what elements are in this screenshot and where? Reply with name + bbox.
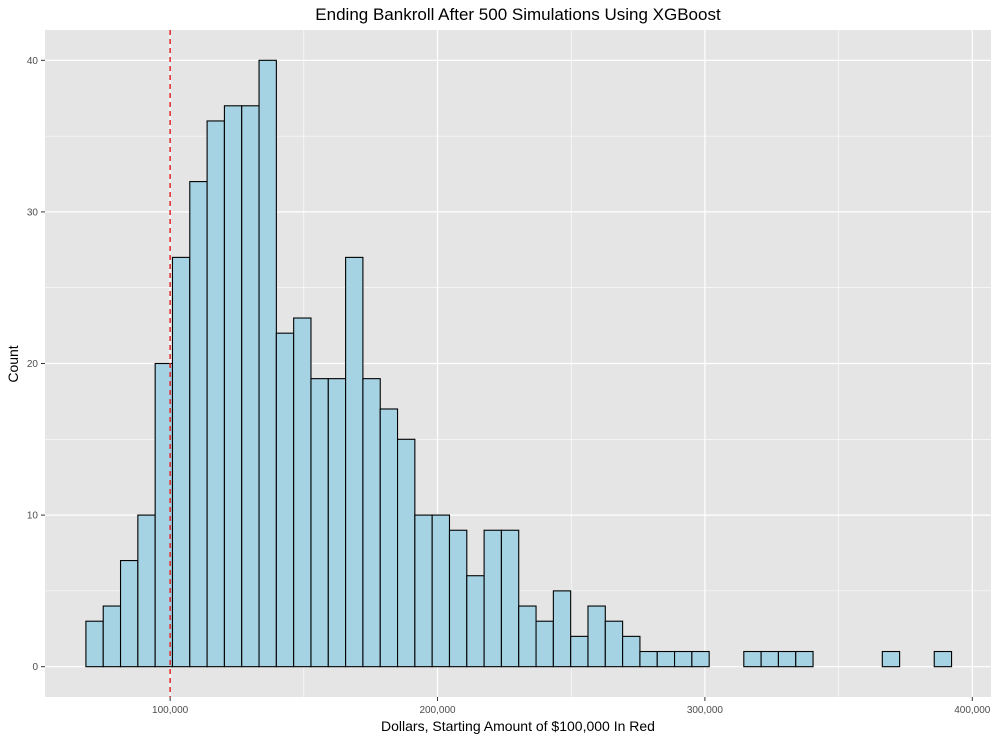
y-tick-label: 20 <box>27 359 39 370</box>
histogram-bar <box>171 256 191 668</box>
y-tick-label: 30 <box>27 207 39 218</box>
y-tick-label: 40 <box>27 56 39 67</box>
x-tick-label: 100,000 <box>152 705 189 716</box>
x-tick-label: 400,000 <box>954 705 991 716</box>
histogram-bar <box>310 378 329 668</box>
histogram-bar <box>275 332 295 668</box>
histogram-bar <box>258 59 277 668</box>
histogram-bar <box>483 529 502 668</box>
histogram-bar <box>137 514 156 668</box>
histogram-bar <box>570 635 589 668</box>
histogram-bar <box>552 590 572 668</box>
histogram-bar <box>587 605 606 668</box>
x-axis-ticks: 100,000 200,000 300,000 400,000 <box>152 697 991 716</box>
y-axis-ticks: 0 10 20 30 40 <box>27 56 45 673</box>
histogram-bar <box>85 620 104 668</box>
histogram-bar <box>933 650 953 668</box>
histogram-bar <box>327 378 347 668</box>
histogram-bar <box>500 529 520 668</box>
histogram-bar <box>604 620 624 668</box>
histogram-bar <box>881 650 901 668</box>
histogram-bar <box>674 650 693 668</box>
histogram-bar <box>760 650 779 668</box>
histogram-bar <box>223 105 243 668</box>
histogram-bar <box>535 620 554 668</box>
histogram-bar <box>379 408 399 668</box>
histogram-bar <box>795 650 814 668</box>
histogram-bar <box>691 650 710 668</box>
histogram-bar <box>396 438 416 668</box>
y-tick-label: 10 <box>27 511 39 522</box>
y-axis-title: Count <box>5 345 21 382</box>
x-tick-label: 300,000 <box>687 705 724 716</box>
histogram-bar <box>189 181 208 668</box>
histogram-bars <box>85 59 953 668</box>
histogram-bar <box>656 650 676 668</box>
histogram-bar <box>518 605 537 668</box>
histogram-bar <box>362 378 381 668</box>
y-tick-label: 0 <box>32 662 38 673</box>
histogram-bar <box>622 635 641 668</box>
histogram-bar <box>466 575 485 668</box>
histogram-bar <box>743 650 762 668</box>
histogram-bar <box>639 650 658 668</box>
chart-title: Ending Bankroll After 500 Simulations Us… <box>315 5 721 24</box>
histogram-bar <box>431 514 451 668</box>
x-tick-label: 200,000 <box>419 705 456 716</box>
histogram-bar <box>119 560 139 668</box>
histogram-bar <box>241 105 260 668</box>
histogram-bar <box>448 529 468 668</box>
histogram-bar <box>414 514 433 668</box>
histogram-bar <box>777 650 797 668</box>
histogram-bar <box>206 120 225 668</box>
histogram-bar <box>345 256 364 668</box>
x-axis-title: Dollars, Starting Amount of $100,000 In … <box>381 718 655 734</box>
histogram-bar <box>293 317 312 668</box>
histogram-bar <box>102 605 122 668</box>
